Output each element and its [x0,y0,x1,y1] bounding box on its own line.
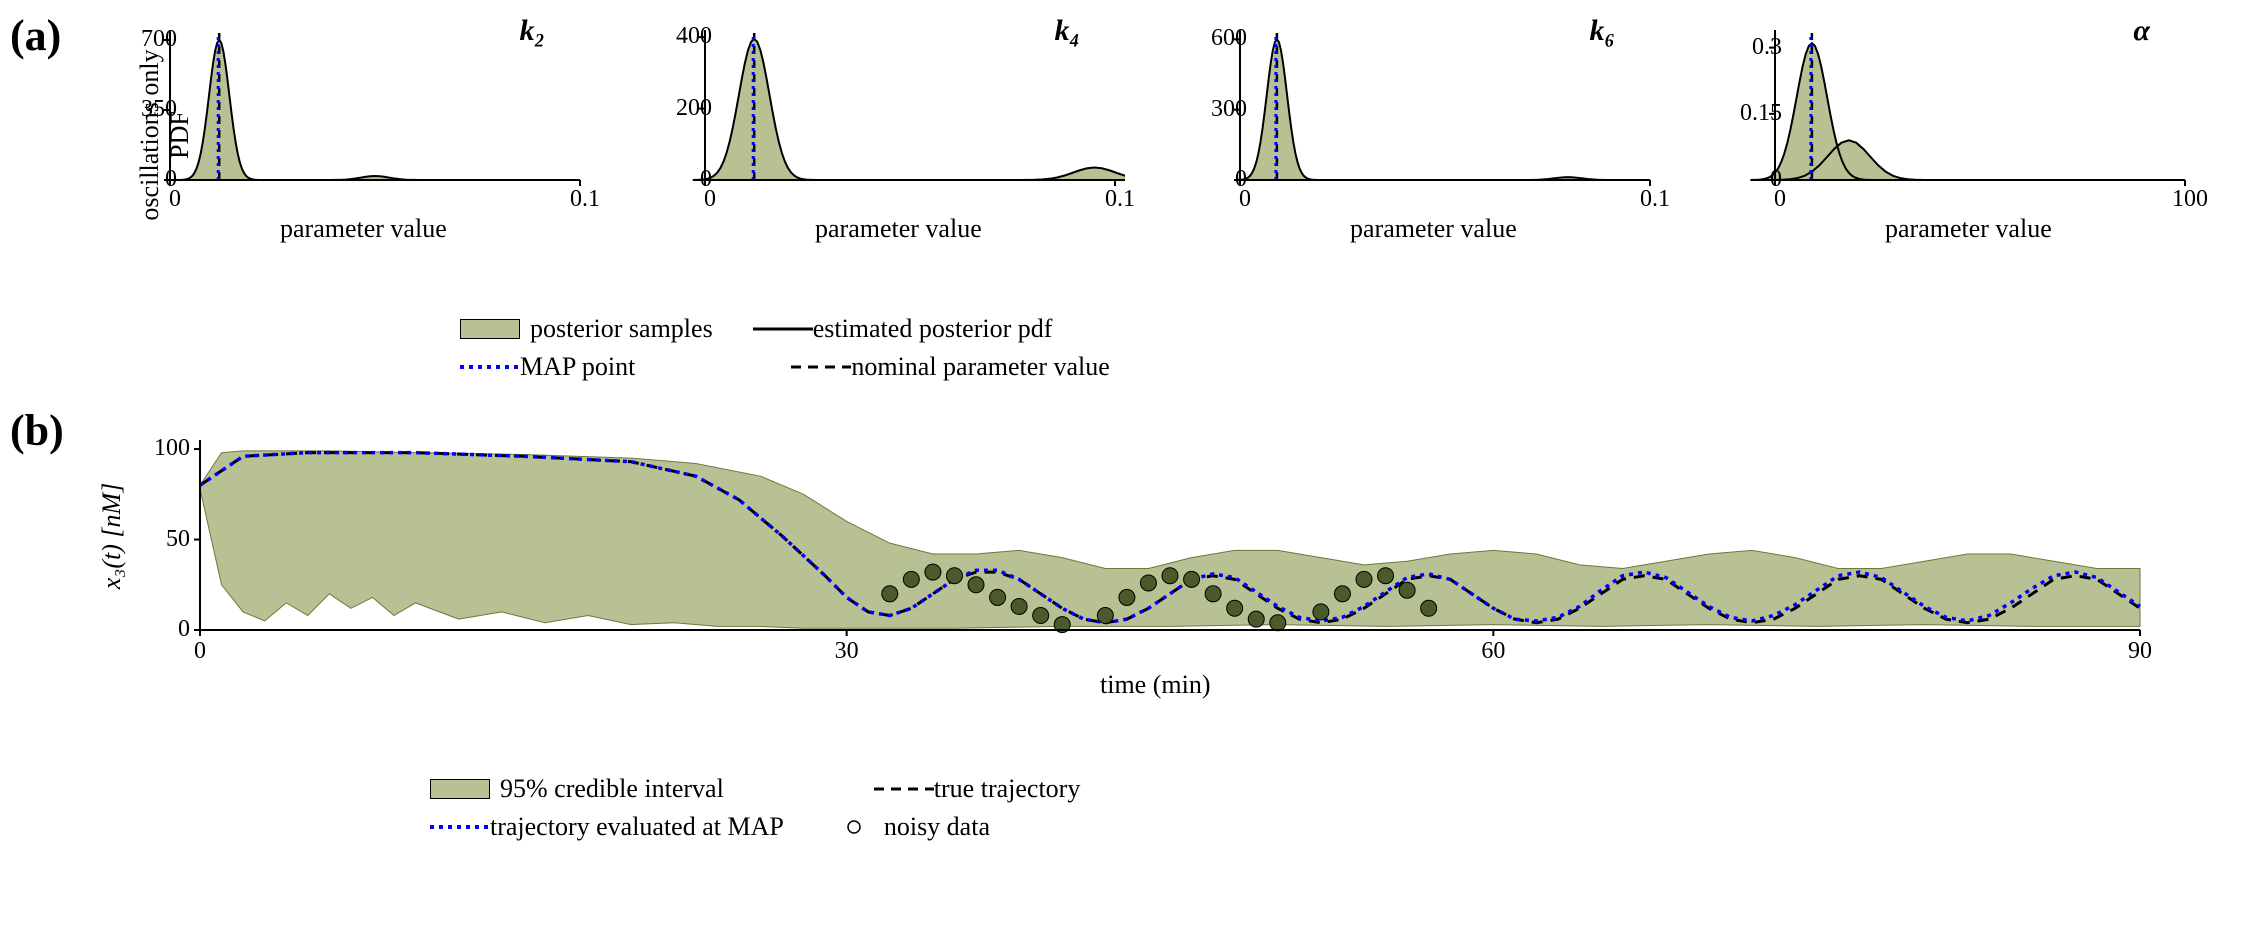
legend-label: posterior samples [530,314,713,344]
ytick: 100 [145,435,190,462]
panel-b-label: (b) [10,405,64,456]
data-point [1097,608,1113,624]
ytick: 600 [1197,25,1247,52]
legend-item: posterior samples [460,314,713,344]
data-point [1162,568,1178,584]
data-point [968,577,984,593]
subplot-k4: k₄ 020040000.1 parameter value [645,20,1140,270]
data-point [1119,589,1135,605]
data-point [1227,600,1243,616]
ytick: 300 [1197,96,1247,123]
ytick: 350 [127,96,177,123]
data-point [1334,586,1350,602]
legend-item: noisy data [824,812,990,842]
xlabel: parameter value [815,214,982,244]
ytick: 50 [145,526,190,553]
ytick: 200 [662,95,712,122]
posterior-fill [1750,43,2185,180]
xtick: 0.1 [1095,186,1145,213]
data-point [1248,611,1264,627]
ytick: 700 [127,26,177,53]
data-point [1184,571,1200,587]
xtick: 0 [1220,186,1270,213]
data-point [1011,598,1027,614]
data-point [1378,568,1394,584]
panel-b-ylabel: x₃(t) [nM] [97,466,127,606]
data-point [1399,582,1415,598]
ci-region [200,451,2140,628]
legend-label: estimated posterior pdf [813,314,1053,344]
legend-label: trajectory evaluated at MAP [490,812,784,842]
xtick: 0 [1755,186,1805,213]
posterior-fill [693,39,1125,180]
data-point [1033,608,1049,624]
legend-item: MAP point [460,352,635,382]
xtick: 0.1 [560,186,610,213]
legend-label: noisy data [884,812,990,842]
legend-label: nominal parameter value [851,352,1109,382]
xtick: 0 [150,186,200,213]
ytick: 400 [662,23,712,50]
legend-item: true trajectory [874,774,1081,804]
legend-item: trajectory evaluated at MAP [430,812,784,842]
legend-item: nominal parameter value [791,352,1109,382]
xtick: 0 [180,638,220,665]
xtick: 60 [1473,638,1513,665]
data-point [990,589,1006,605]
figure-root: (a) oscillations only PDF k₂ 035070000.1… [10,10,2238,918]
xtick: 90 [2120,638,2160,665]
data-point [903,571,919,587]
subplot-k2: k₂ 035070000.1 parameter value [110,20,605,270]
posterior-line [1236,39,1650,180]
data-point [946,568,962,584]
xtick: 30 [827,638,867,665]
data-point [882,586,898,602]
legend-item: estimated posterior pdf [753,314,1053,344]
xlabel: parameter value [280,214,447,244]
panel-a-row: oscillations only PDF k₂ 035070000.1 par… [110,20,2210,300]
panel-a-label: (a) [10,10,61,61]
xlabel: parameter value [1350,214,1517,244]
legend-label: 95% credible interval [500,774,724,804]
data-point [1205,586,1221,602]
legend-label: MAP point [520,352,635,382]
subplot-k6: k₆ 030060000.1 parameter value [1180,20,1675,270]
panel-b-plot: x₃(t) [nM] 050100 0306090 time (min) [140,430,2200,750]
ytick: 0.15 [1732,100,1782,127]
panel-b-xlabel: time (min) [1100,670,1210,700]
data-point [1140,575,1156,591]
ytick: 0.3 [1732,34,1782,61]
data-point [1356,571,1372,587]
xtick: 0.1 [1630,186,1680,213]
data-point [1270,615,1286,631]
legend-label: true trajectory [934,774,1081,804]
legend-item: 95% credible interval [430,774,724,804]
legend-b: 95% credible interval true trajectory tr… [430,770,1630,850]
data-point [925,564,941,580]
posterior-fill [1236,39,1650,180]
panel-b-svg [140,430,2160,670]
data-point [1313,604,1329,620]
legend-a: posterior samples estimated posterior pd… [460,310,1660,390]
xtick: 100 [2165,186,2215,213]
subplot-alpha: α 00.150.30100 parameter value [1715,20,2210,270]
xlabel: parameter value [1885,214,2052,244]
xtick: 0 [685,186,735,213]
data-point [1421,600,1437,616]
